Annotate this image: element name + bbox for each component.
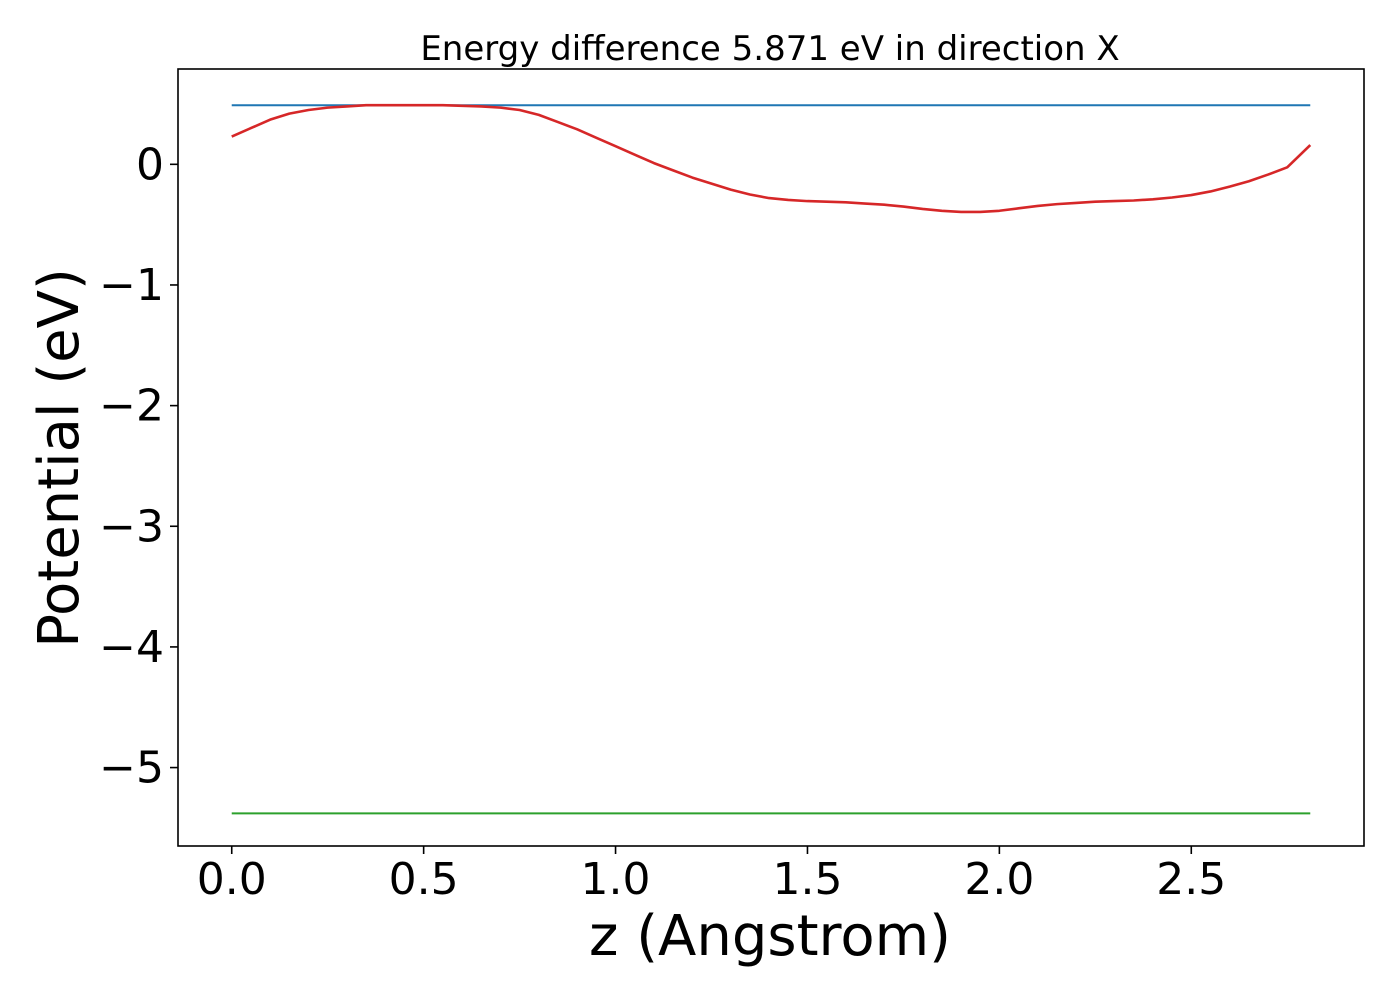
x-axis-ticks: 0.0 0.5 1.0 1.5 2.0 2.5 (197, 846, 1226, 905)
x-tick-label: 2.0 (964, 854, 1034, 905)
series-line-3 (231, 103, 1312, 214)
x-tick-label: 0.0 (197, 854, 267, 905)
plot-area-frame (177, 68, 1365, 847)
y-tick-label: −2 (99, 381, 164, 432)
x-tick-label: 2.5 (1156, 854, 1226, 905)
x-tick-label: 1.0 (581, 854, 651, 905)
y-tick-label: −5 (99, 743, 164, 794)
y-tick-label: 0 (136, 139, 164, 190)
y-axis-label: Potential (eV) (27, 268, 92, 648)
y-tick-label: −3 (99, 501, 164, 552)
x-tick-label: 0.5 (389, 854, 459, 905)
y-tick-label: −4 (99, 622, 164, 673)
x-axis-label: z (Angstrom) (589, 904, 951, 969)
x-tick-label: 1.5 (772, 854, 842, 905)
y-tick-label: −1 (99, 260, 164, 311)
chart-title: Energy difference 5.871 eV in direction … (420, 29, 1119, 69)
series-layer (231, 103, 1312, 815)
y-axis-ticks: 0 −1 −2 −3 −4 −5 (99, 139, 178, 794)
